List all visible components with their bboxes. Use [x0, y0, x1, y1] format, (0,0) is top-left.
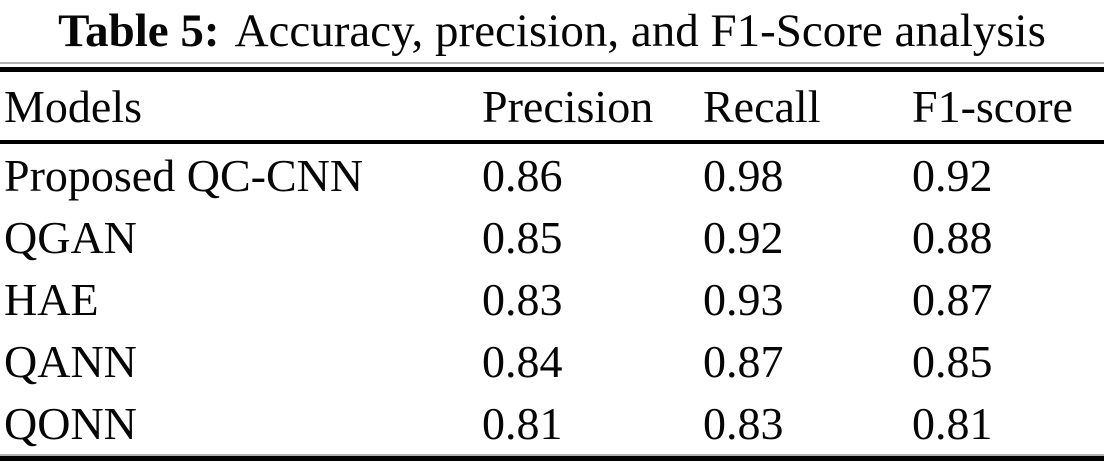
table-caption: Table 5: Accuracy, precision, and F1-Sco… — [0, 0, 1104, 62]
f1-score-cell: 0.81 — [912, 397, 993, 449]
precision-cell: 0.81 — [482, 397, 563, 449]
model-name-cell: QGAN — [4, 211, 137, 263]
precision-cell: 0.83 — [482, 273, 563, 325]
column-header-models: Models — [4, 80, 142, 132]
recall-cell: 0.83 — [703, 397, 784, 449]
recall-cell: 0.93 — [703, 273, 784, 325]
bottom-rule-main-line — [0, 456, 1104, 461]
top-rule-gap — [0, 64, 1104, 67]
table-row: QONN 0.81 0.83 0.81 — [0, 392, 1104, 454]
precision-cell: 0.86 — [482, 149, 563, 201]
column-header-precision: Precision — [482, 80, 654, 132]
model-name-cell: QANN — [4, 335, 137, 387]
precision-cell: 0.85 — [482, 211, 563, 263]
table-header-row: Models Precision Recall F1-score — [0, 72, 1104, 140]
bottom-rule — [0, 454, 1104, 461]
table-row: Proposed QC-CNN 0.86 0.98 0.92 — [0, 144, 1104, 206]
column-header-f1-score: F1-score — [912, 80, 1073, 132]
top-rule-shadow-line — [0, 62, 1104, 64]
model-name-cell: QONN — [4, 397, 137, 449]
top-rule-main-line — [0, 67, 1104, 72]
model-name-cell: Proposed QC-CNN — [4, 149, 364, 201]
column-header-recall: Recall — [703, 80, 821, 132]
table-caption-text: Accuracy, precision, and F1-Score analys… — [234, 5, 1046, 57]
model-name-cell: HAE — [4, 273, 99, 325]
table-caption-label: Table 5: — [58, 5, 220, 57]
header-separator-rule — [0, 140, 1104, 144]
top-rule — [0, 62, 1104, 72]
table-row: HAE 0.83 0.93 0.87 — [0, 268, 1104, 330]
f1-score-cell: 0.87 — [912, 273, 993, 325]
f1-score-cell: 0.88 — [912, 211, 993, 263]
recall-cell: 0.98 — [703, 149, 784, 201]
bottom-rule-shadow-line — [0, 454, 1104, 456]
f1-score-cell: 0.92 — [912, 149, 993, 201]
table-row: QANN 0.84 0.87 0.85 — [0, 330, 1104, 392]
recall-cell: 0.92 — [703, 211, 784, 263]
precision-cell: 0.84 — [482, 335, 563, 387]
f1-score-cell: 0.85 — [912, 335, 993, 387]
table-row: QGAN 0.85 0.92 0.88 — [0, 206, 1104, 268]
recall-cell: 0.87 — [703, 335, 784, 387]
